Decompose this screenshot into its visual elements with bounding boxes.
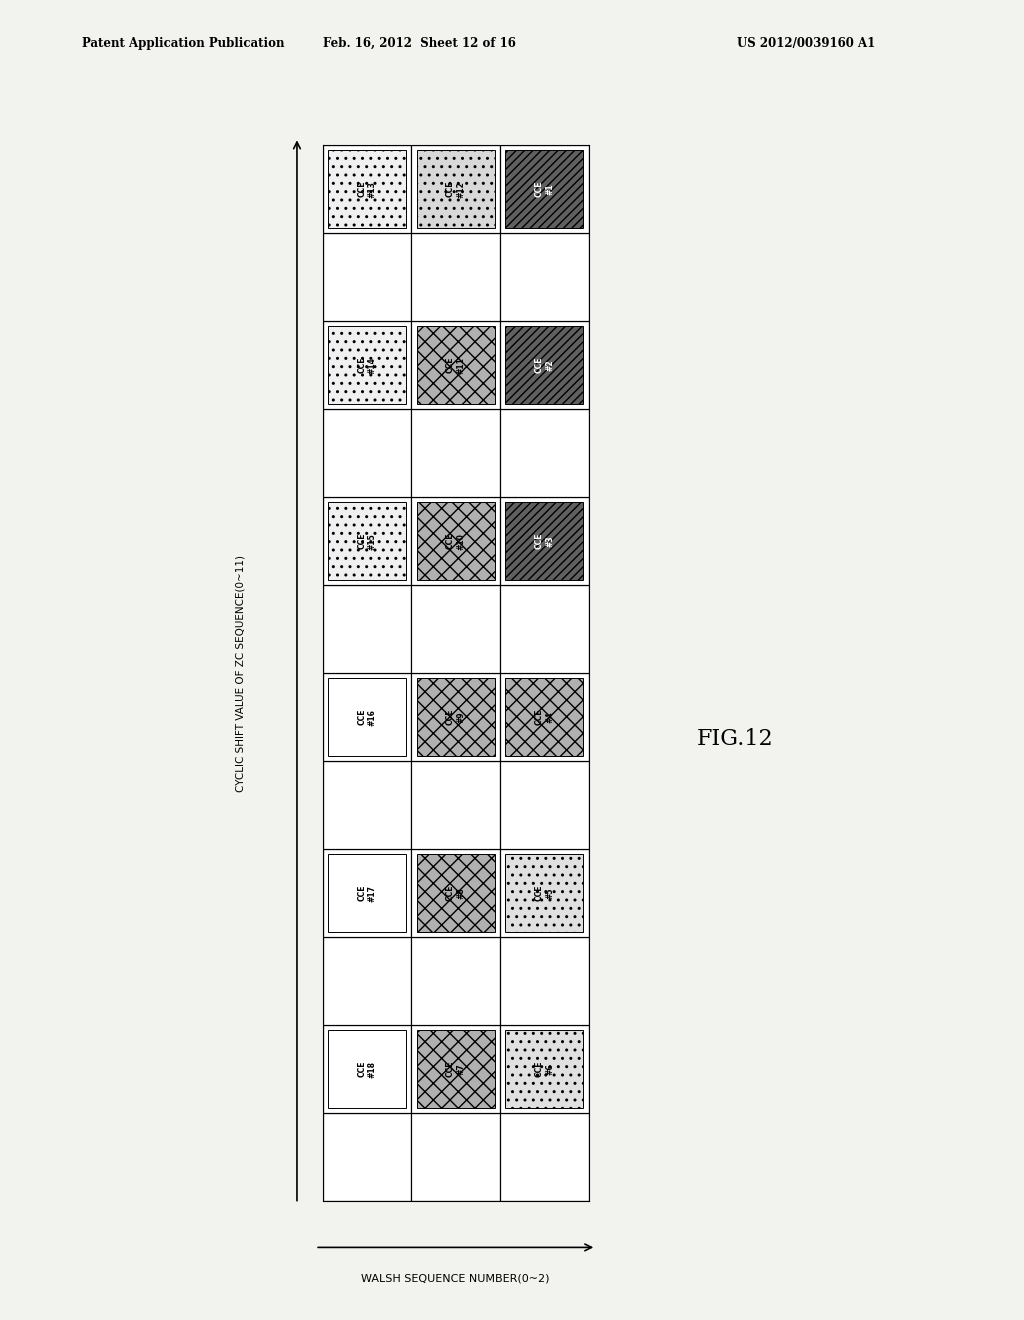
Text: CCE
#14: CCE #14 xyxy=(357,356,377,374)
Bar xyxy=(323,498,412,585)
Bar xyxy=(412,1026,500,1113)
Text: CCE
#4: CCE #4 xyxy=(535,709,554,726)
Bar xyxy=(412,762,500,849)
Bar xyxy=(506,326,584,404)
Text: Patent Application Publication: Patent Application Publication xyxy=(82,37,285,50)
Bar xyxy=(323,409,412,498)
Text: CCE
#8: CCE #8 xyxy=(446,884,465,902)
Bar xyxy=(412,321,500,409)
Bar xyxy=(500,673,589,762)
Bar xyxy=(417,326,495,404)
Bar xyxy=(417,1031,495,1107)
Bar xyxy=(412,937,500,1026)
Bar xyxy=(500,937,589,1026)
Bar xyxy=(506,150,584,228)
Text: CCE
#15: CCE #15 xyxy=(357,533,377,549)
Bar xyxy=(417,503,495,579)
Text: CCE
#7: CCE #7 xyxy=(446,1061,465,1077)
Text: WALSH SEQUENCE NUMBER(0~2): WALSH SEQUENCE NUMBER(0~2) xyxy=(361,1274,550,1284)
Text: CCE
#16: CCE #16 xyxy=(357,709,377,726)
Text: CCE
#2: CCE #2 xyxy=(535,356,554,374)
Text: CCE
#12: CCE #12 xyxy=(446,181,465,198)
Bar xyxy=(506,503,584,579)
Bar xyxy=(417,150,495,228)
Bar xyxy=(506,1031,584,1107)
Text: CCE
#18: CCE #18 xyxy=(357,1061,377,1077)
Text: FIG.12: FIG.12 xyxy=(696,729,773,750)
Bar xyxy=(412,849,500,937)
Bar xyxy=(412,145,500,234)
Bar xyxy=(500,762,589,849)
Bar xyxy=(500,321,589,409)
Text: CCE
#13: CCE #13 xyxy=(357,181,377,198)
Bar xyxy=(500,498,589,585)
Text: CCE
#17: CCE #17 xyxy=(357,884,377,902)
Text: CYCLIC SHIFT VALUE OF ZC SEQUENCE(0~11): CYCLIC SHIFT VALUE OF ZC SEQUENCE(0~11) xyxy=(236,554,246,792)
Text: US 2012/0039160 A1: US 2012/0039160 A1 xyxy=(737,37,876,50)
Bar xyxy=(328,503,406,579)
Bar xyxy=(412,409,500,498)
Bar xyxy=(328,326,406,404)
Text: CCE
#6: CCE #6 xyxy=(535,1061,554,1077)
Bar xyxy=(500,1113,589,1201)
Text: CCE
#10: CCE #10 xyxy=(446,533,465,549)
Bar xyxy=(323,321,412,409)
Bar xyxy=(328,854,406,932)
Bar xyxy=(412,1113,500,1201)
Bar xyxy=(323,585,412,673)
Bar xyxy=(323,937,412,1026)
Bar xyxy=(323,1113,412,1201)
Bar xyxy=(323,145,412,234)
Bar xyxy=(412,234,500,321)
Bar xyxy=(500,234,589,321)
Bar xyxy=(328,678,406,756)
Bar xyxy=(323,762,412,849)
Bar xyxy=(500,145,589,234)
Bar xyxy=(412,498,500,585)
Bar xyxy=(323,849,412,937)
Bar xyxy=(328,1031,406,1107)
Bar xyxy=(328,150,406,228)
Text: CCE
#11: CCE #11 xyxy=(446,356,465,374)
Bar xyxy=(500,849,589,937)
Bar xyxy=(412,585,500,673)
Text: CCE
#1: CCE #1 xyxy=(535,181,554,198)
Text: CCE
#9: CCE #9 xyxy=(446,709,465,726)
Text: CCE
#3: CCE #3 xyxy=(535,533,554,549)
Text: CCE
#5: CCE #5 xyxy=(535,884,554,902)
Bar xyxy=(506,678,584,756)
Bar xyxy=(417,678,495,756)
Bar xyxy=(500,409,589,498)
Bar xyxy=(323,1026,412,1113)
Text: Feb. 16, 2012  Sheet 12 of 16: Feb. 16, 2012 Sheet 12 of 16 xyxy=(324,37,516,50)
Bar xyxy=(323,673,412,762)
Bar xyxy=(500,585,589,673)
Bar xyxy=(412,673,500,762)
Bar xyxy=(323,234,412,321)
Bar xyxy=(417,854,495,932)
Bar xyxy=(506,854,584,932)
Bar xyxy=(500,1026,589,1113)
